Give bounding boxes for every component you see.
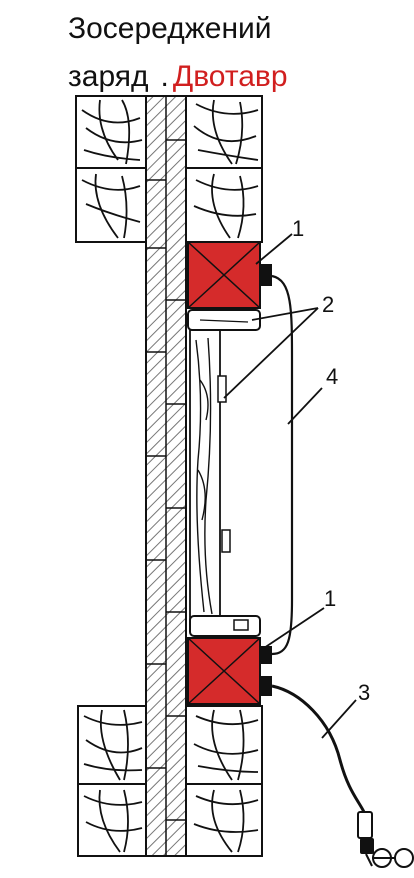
wooden-spacer: [189, 329, 231, 621]
charge-bottom: [187, 637, 272, 705]
charge-top: [187, 241, 272, 309]
detonator-bottom-b: [260, 676, 272, 696]
wood-grain-bottom: [83, 709, 259, 853]
title-line-2: заряд. Двотавр: [68, 62, 288, 92]
label-cord-lower: 3: [358, 680, 370, 705]
wood-grain-top: [81, 99, 259, 239]
label-boards: 2: [322, 292, 334, 317]
initiator-icon: [357, 811, 414, 868]
leader-lines: [223, 233, 357, 739]
web-joints: [146, 139, 186, 821]
label-cord-upper: 4: [326, 364, 338, 389]
detonator-bottom-a: [260, 646, 272, 664]
title-line-1: Зосереджений: [68, 14, 272, 44]
title-separator: .: [160, 60, 169, 93]
title-text-1: Зосереджений: [68, 12, 272, 45]
label-charge-bottom: 1: [324, 586, 336, 611]
title-word: заряд: [68, 60, 149, 93]
label-charge-top: 1: [292, 216, 304, 241]
board-lower: [189, 615, 261, 637]
board-upper: [187, 309, 261, 331]
cord-initiator: [271, 684, 366, 813]
cord-connecting: [271, 274, 294, 656]
detonator-top: [260, 264, 272, 286]
web: [145, 95, 187, 857]
title-highlight: Двотавр: [172, 60, 288, 93]
